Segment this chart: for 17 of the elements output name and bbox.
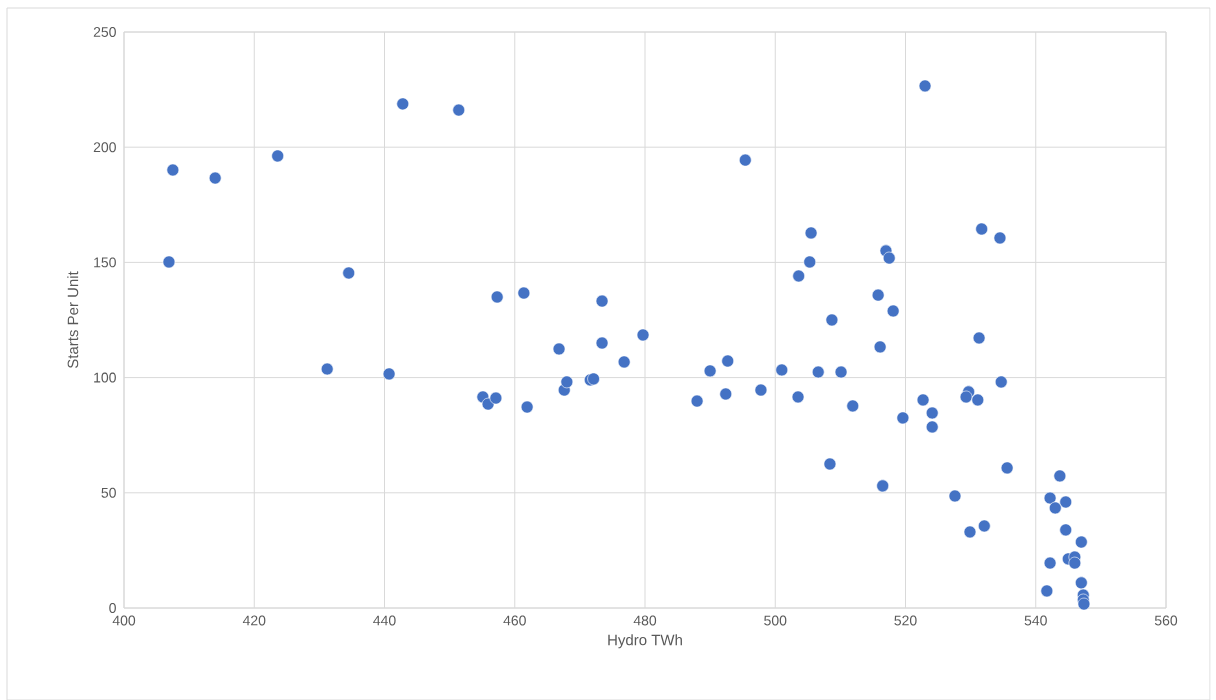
x-tick-label: 400 xyxy=(112,615,136,626)
x-tick-label: 420 xyxy=(242,615,266,626)
y-tick-label: 250 xyxy=(93,26,116,37)
y-tick-label: 200 xyxy=(93,141,116,152)
x-tick-label: 460 xyxy=(503,615,526,626)
y-tick-label: 0 xyxy=(109,602,116,613)
x-tick-label: 480 xyxy=(633,615,657,626)
y-axis-title: Starts Per Unit xyxy=(67,271,79,368)
x-tick-label: 520 xyxy=(894,615,917,626)
y-tick-label: 50 xyxy=(101,487,116,498)
x-tick-label: 440 xyxy=(373,615,396,626)
x-tick-label: 560 xyxy=(1154,615,1178,626)
x-tick-label: 500 xyxy=(764,615,787,626)
y-tick-label: 100 xyxy=(94,372,116,383)
x-tick-label: 540 xyxy=(1024,615,1047,626)
y-tick-label: 150 xyxy=(94,257,116,268)
x-axis-title: Hydro TWh xyxy=(608,634,682,649)
